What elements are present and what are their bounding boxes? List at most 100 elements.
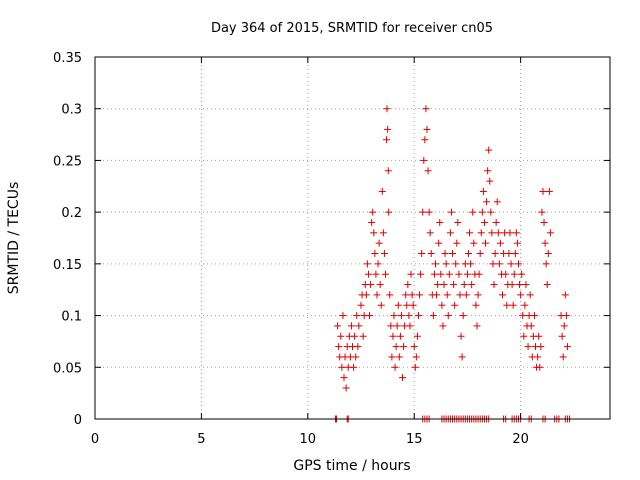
data-point xyxy=(526,291,534,299)
axis-ticks: 0 5 10 15 20 0 0.05 0.1 0.15 0.2 0.25 0.3 0.35 xyxy=(53,51,610,447)
x-tick-label: 20 xyxy=(512,432,529,447)
data-point xyxy=(563,343,571,351)
data-point xyxy=(429,312,437,320)
data-point xyxy=(457,332,465,340)
data-point xyxy=(518,270,526,278)
data-point xyxy=(439,322,447,330)
data-point xyxy=(442,260,450,268)
data-point xyxy=(403,301,411,309)
x-tick-label: 5 xyxy=(197,432,205,447)
y-tick-label: 0.35 xyxy=(53,51,82,66)
data-point xyxy=(378,187,386,195)
data-point xyxy=(459,312,467,320)
data-point xyxy=(513,239,521,247)
data-point xyxy=(509,301,517,309)
data-point xyxy=(460,281,468,289)
data-point xyxy=(534,353,542,361)
data-point xyxy=(449,250,457,258)
data-point xyxy=(337,332,345,340)
data-point xyxy=(351,332,359,340)
data-point xyxy=(342,384,350,392)
data-point xyxy=(423,125,431,133)
data-point xyxy=(374,260,382,268)
data-point xyxy=(467,260,475,268)
data-point xyxy=(373,291,381,299)
data-point xyxy=(421,136,429,144)
data-point xyxy=(394,301,402,309)
data-point xyxy=(402,291,410,299)
data-point xyxy=(517,291,525,299)
data-point xyxy=(383,136,391,144)
data-point xyxy=(482,239,490,247)
data-point xyxy=(468,281,476,289)
data-point xyxy=(503,301,511,309)
data-point xyxy=(339,312,347,320)
data-point xyxy=(352,353,360,361)
data-point xyxy=(451,301,459,309)
data-point xyxy=(440,281,448,289)
data-point xyxy=(488,229,496,237)
x-tick-label: 15 xyxy=(406,432,423,447)
data-point xyxy=(393,322,401,330)
data-point xyxy=(469,208,477,216)
data-point xyxy=(399,374,407,382)
plot-frame xyxy=(94,56,611,420)
data-point xyxy=(519,312,527,320)
data-point xyxy=(491,250,499,258)
data-point xyxy=(543,281,551,289)
data-point xyxy=(479,187,487,195)
data-point xyxy=(499,291,507,299)
data-point xyxy=(496,239,504,247)
data-point xyxy=(413,332,421,340)
data-point xyxy=(404,281,412,289)
data-point xyxy=(456,291,464,299)
data-point xyxy=(455,270,463,278)
y-tick-label: 0.1 xyxy=(61,310,82,325)
data-point xyxy=(562,312,570,320)
data-point xyxy=(353,312,361,320)
data-point xyxy=(419,208,427,216)
data-point xyxy=(559,353,567,361)
data-point xyxy=(383,105,391,113)
data-point xyxy=(486,177,494,185)
data-point xyxy=(462,291,470,299)
data-point xyxy=(424,167,432,175)
data-point xyxy=(372,270,380,278)
data-point xyxy=(392,343,400,351)
data-point xyxy=(425,208,433,216)
data-point xyxy=(441,250,449,258)
chart-title: Day 364 of 2015, SRMTID for receiver cn0… xyxy=(211,21,493,36)
data-point xyxy=(506,229,514,237)
data-point xyxy=(347,322,355,330)
data-point xyxy=(558,332,566,340)
data-point xyxy=(494,229,502,237)
data-point xyxy=(444,312,452,320)
data-point xyxy=(458,353,466,361)
data-point xyxy=(418,250,426,258)
data-point xyxy=(409,301,417,309)
data-point xyxy=(536,363,544,371)
data-point xyxy=(443,291,451,299)
data-point xyxy=(510,270,518,278)
data-point xyxy=(522,281,530,289)
data-point xyxy=(436,218,444,226)
data-point xyxy=(483,198,491,206)
data-point xyxy=(357,301,365,309)
data-point xyxy=(416,291,424,299)
data-point xyxy=(470,239,478,247)
data-point xyxy=(521,301,529,309)
data-point xyxy=(400,343,408,351)
y-axis-label: SRMTID / TECUs xyxy=(6,182,22,295)
data-point xyxy=(405,312,413,320)
data-point xyxy=(355,322,363,330)
data-point xyxy=(430,270,438,278)
data-points xyxy=(331,105,574,423)
data-point xyxy=(490,281,498,289)
data-point xyxy=(396,332,404,340)
data-point xyxy=(340,374,348,382)
data-point xyxy=(420,156,428,164)
data-point xyxy=(493,198,501,206)
data-point xyxy=(437,270,445,278)
y-tick-label: 0.05 xyxy=(53,361,82,376)
